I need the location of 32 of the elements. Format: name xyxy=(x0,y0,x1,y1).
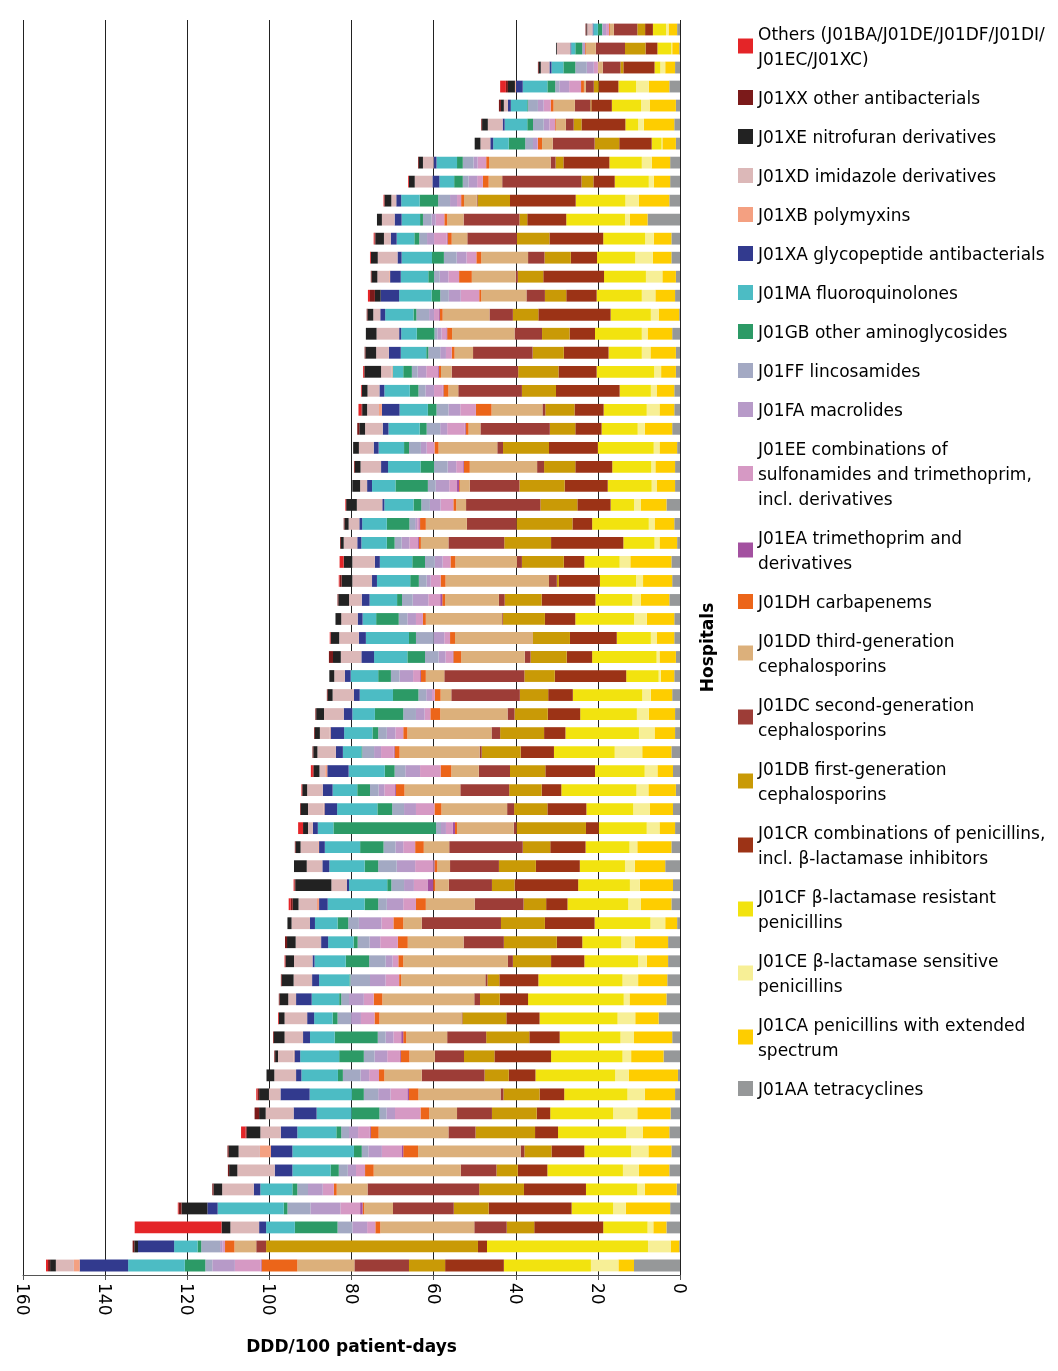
legend-label: J01EA trimethoprim and derivatives xyxy=(757,527,968,573)
legend-label: J01XA glycopeptide antibacterials xyxy=(757,243,1045,264)
x-tick-label: 160 xyxy=(13,1283,33,1316)
x-tick-label: 80 xyxy=(341,1283,362,1305)
x-tick-label: 60 xyxy=(423,1283,444,1305)
legend-label: J01EE combinations of sulfonamides and trimethoprim, incl. derivatives xyxy=(757,438,1038,509)
x-tick-label: 40 xyxy=(505,1283,526,1305)
x-axis-title: DDD/100 patient-days xyxy=(246,1335,457,1356)
x-tick-label: 140 xyxy=(95,1283,116,1316)
legend-label: J01GB other aminoglycosides xyxy=(757,321,1008,342)
legend-label: J01FA macrolides xyxy=(757,399,903,420)
x-tick-label: 100 xyxy=(259,1283,280,1316)
x-tick-label: 20 xyxy=(587,1283,608,1305)
x-tick-label: 120 xyxy=(177,1283,198,1316)
legend-label: J01CA penicillins with extended spectrum xyxy=(757,1014,1031,1060)
legend-label: J01DH carbapenems xyxy=(757,591,932,612)
legend-label: J01CR combinations of penicillins, incl. β-lactamase inhibitors xyxy=(757,822,1051,868)
legend-label: J01AA tetracyclines xyxy=(757,1078,924,1099)
legend-label: J01FF lincosamides xyxy=(757,360,921,381)
legend-label: J01DB first-generation cephalosporins xyxy=(757,758,953,804)
x-tick-label: 0 xyxy=(670,1283,690,1294)
y-axis-title: Hospitals xyxy=(697,602,718,693)
legend-label: J01DD third-generation cephalosporins xyxy=(757,630,960,676)
legend-label: J01CF β-lactamase resistant penicillins xyxy=(757,886,1002,932)
legend-label: J01XD imidazole derivatives xyxy=(757,165,997,186)
legend-label: J01MA fluoroquinolones xyxy=(757,282,959,303)
legend-label: J01DC second-generation cephalosporins xyxy=(757,694,980,740)
legend-label: J01XE nitrofuran derivatives xyxy=(757,126,997,147)
legend-label: J01XB polymyxins xyxy=(757,204,911,225)
legend-label: J01CE β-lactamase sensitive penicillins xyxy=(757,950,1004,996)
legend-label: Others (J01BA/J01DE/J01DF/J01DI/J01EC/J01XC) xyxy=(757,23,1046,69)
legend-label: J01XX other antibacterials xyxy=(757,87,981,108)
